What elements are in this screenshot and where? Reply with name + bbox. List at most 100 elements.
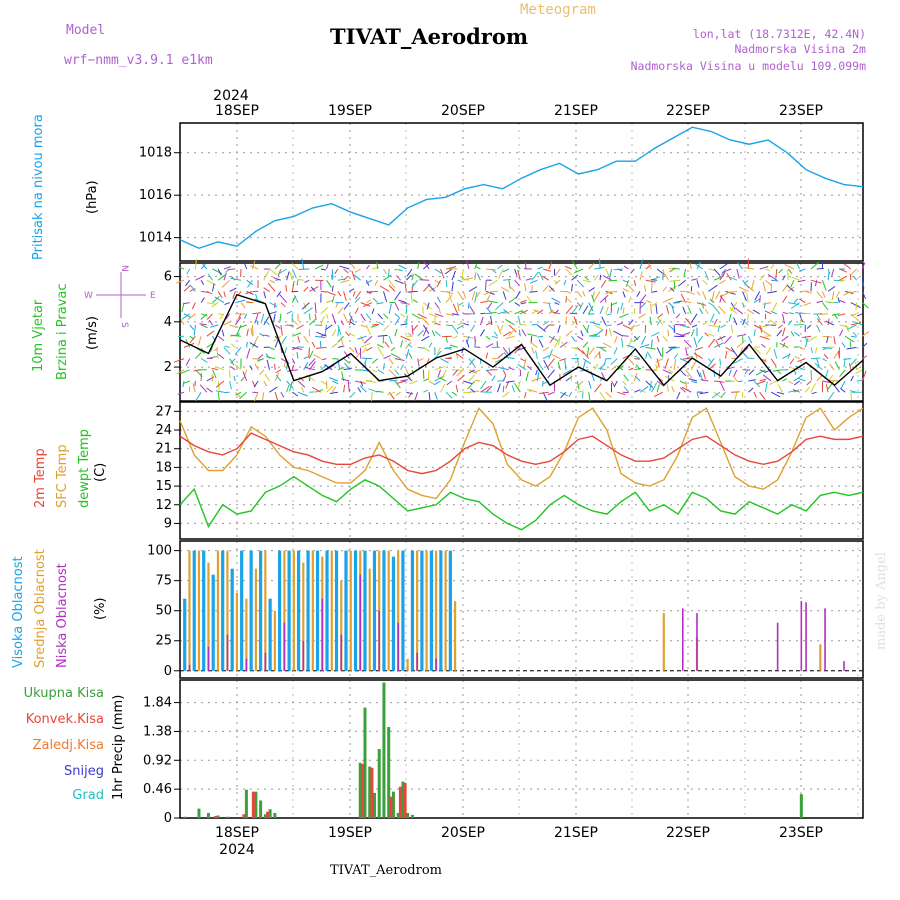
wind-arrow (238, 324, 247, 329)
wind-arrow (582, 341, 589, 348)
cloud-mid-bar (453, 601, 457, 671)
wind-arrow (413, 392, 419, 402)
wind-arrow (266, 359, 270, 370)
wind-arrow (303, 335, 309, 343)
wind-arrow (571, 335, 576, 342)
wind-arrow (183, 380, 190, 384)
location-text: lon,lat (18.7312E, 42.4N) (693, 27, 866, 41)
wind-arrow (263, 270, 270, 281)
wind-arrow (613, 330, 624, 337)
temp-unit: (C) (93, 463, 108, 482)
wind-arrow (647, 263, 652, 270)
wind-arrow (548, 285, 555, 292)
wind-arrow (662, 369, 672, 375)
wind-arrow (180, 319, 185, 326)
wind-arrow (269, 268, 278, 275)
wind-arrow (542, 268, 552, 272)
wind-arrow (176, 279, 185, 284)
wind-arrow (337, 326, 340, 337)
wind-arrow (303, 362, 309, 371)
legend-conv: Konvek.Kisa (26, 712, 104, 727)
wind-arrow (717, 324, 721, 332)
wind-arrow (852, 332, 857, 337)
wind-arrow (773, 349, 778, 359)
wind-arrow (348, 315, 353, 326)
wind-arrow (537, 335, 544, 338)
wind-arrow (599, 346, 607, 352)
wind-arrow (586, 347, 590, 357)
wind-arrow (217, 392, 220, 401)
wind-arrow (298, 268, 310, 271)
wind-arrow (493, 331, 498, 337)
wind-arrow (408, 391, 413, 398)
wind-arrow (807, 335, 817, 343)
wind-arrow (479, 316, 484, 326)
bottom-date-label: 19SEP (328, 825, 372, 841)
wind-arrow (280, 324, 283, 336)
wind-arrow (548, 309, 554, 315)
precip-conv-bar (360, 764, 364, 818)
wind-arrow (827, 272, 830, 281)
cloud-mid-bar (416, 550, 419, 671)
wind-arrow (354, 380, 366, 384)
wind-arrow (387, 391, 396, 396)
wind-arrow (491, 335, 499, 339)
precip-unit: 1hr Precip (mm) (111, 695, 126, 800)
wind-arrow (214, 296, 225, 304)
panel-frame (179, 679, 864, 819)
wind-arrow (700, 379, 709, 382)
wind-arrow (456, 369, 464, 377)
wind-arrow (816, 300, 824, 304)
wind-arrow (697, 335, 704, 343)
wind-arrow (292, 391, 299, 397)
wind-arrow (548, 287, 555, 292)
wind-arrow (787, 353, 791, 359)
wind-arrow (576, 347, 585, 355)
wind-arrow (405, 369, 411, 379)
pressure-line (179, 126, 864, 250)
wind-arrow (217, 268, 222, 276)
wind-arrow (343, 367, 353, 371)
wind-arrow (259, 369, 265, 376)
cloud-high-bar (401, 550, 405, 671)
wind-arrow (254, 313, 259, 324)
wind-arrow (452, 335, 458, 339)
wind-arrow (291, 364, 295, 370)
elevation-text: Nadmorska Visina 2m (734, 42, 866, 56)
wind-arrow (471, 291, 476, 301)
wind-arrow (485, 343, 494, 348)
wind-arrow (753, 347, 761, 354)
cloud-mid-bar (273, 610, 276, 671)
wind-arrow (440, 383, 446, 393)
compass-s: S (119, 322, 129, 328)
wind-arrow (557, 324, 561, 333)
precip-total-bar (387, 727, 391, 818)
wind-arrow (388, 284, 396, 292)
wind-arrow (728, 313, 732, 322)
wind-arrow (839, 268, 848, 273)
precip-total-bar (273, 812, 277, 818)
wind-arrow (814, 280, 818, 287)
precip-total-bar (206, 812, 210, 818)
wind-arrow (311, 341, 316, 348)
wind-arrow (408, 352, 413, 359)
wind-arrow (514, 347, 521, 354)
wind-arrow (230, 334, 242, 337)
wind-arrow (508, 280, 511, 289)
top-date-label: 22SEP (666, 103, 710, 119)
wind-arrow (377, 347, 385, 357)
wind-arrow (398, 299, 407, 304)
wind-arrow (434, 350, 442, 359)
wind-arrow (200, 263, 206, 270)
wind-arrow (520, 299, 527, 304)
wind-arrow (578, 302, 584, 311)
bottom-date-label: 23SEP (779, 825, 823, 841)
wind-arrow (436, 347, 441, 355)
wind-arrow (576, 362, 579, 370)
wind-arrow (457, 374, 465, 382)
cloud-low-bar (321, 598, 324, 671)
wind-arrow (434, 313, 444, 317)
wind-arrow (221, 279, 230, 288)
wind-arrow (856, 379, 863, 382)
wind-arrow (738, 286, 749, 292)
